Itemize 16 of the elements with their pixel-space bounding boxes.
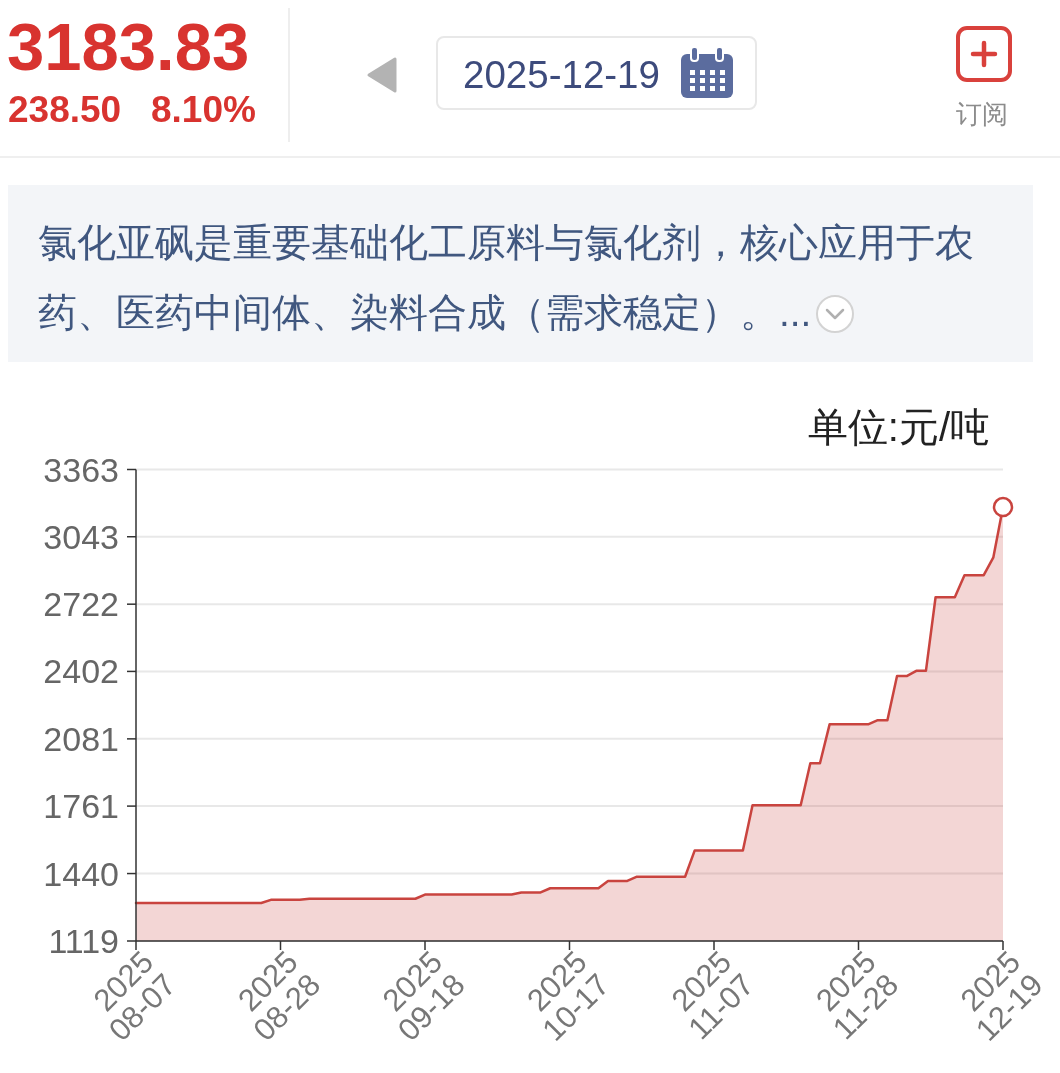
- annotation: 2025-12-19: [463, 52, 660, 98]
- annotation: 药、医药中间体、染料合成（需求稳定）。...: [38, 290, 812, 336]
- ytick: 1440: [43, 854, 119, 893]
- ylabel: 单位:元/吨: [807, 404, 990, 451]
- annotation: 238.50: [8, 89, 122, 131]
- annotation: 3183.83: [7, 9, 250, 85]
- annotation: 8.10%: [151, 89, 256, 131]
- ytick: 3363: [43, 450, 119, 489]
- ytick: 2402: [43, 652, 119, 691]
- annotation: 订阅: [956, 98, 1008, 131]
- ytick: 2081: [43, 719, 119, 758]
- ytick: 1761: [43, 787, 119, 826]
- annotation: 氯化亚砜是重要基础化工原料与氯化剂，核心应用于农: [38, 220, 974, 266]
- ytick: 3043: [43, 517, 119, 556]
- ytick: 2722: [43, 585, 119, 624]
- ytick: 1119: [48, 922, 119, 960]
